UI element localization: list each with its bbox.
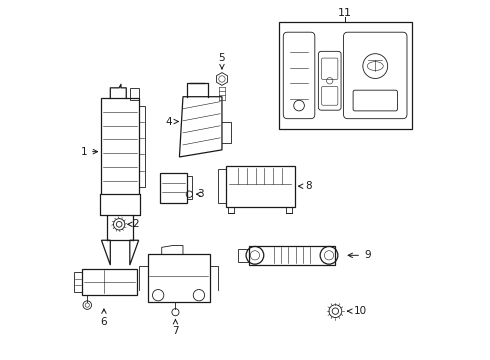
Bar: [279, 22, 412, 129]
Bar: [238, 249, 248, 261]
Bar: [101, 99, 139, 194]
Text: 5: 5: [219, 53, 225, 69]
Text: 9: 9: [348, 250, 370, 260]
Bar: [225, 166, 294, 207]
Bar: [139, 105, 145, 187]
Text: 7: 7: [172, 320, 179, 336]
Bar: [130, 88, 139, 100]
Text: 3: 3: [196, 189, 204, 199]
Bar: [160, 173, 187, 203]
Text: 2: 2: [128, 219, 139, 229]
Bar: [187, 176, 192, 199]
Text: 8: 8: [298, 181, 312, 191]
Bar: [219, 169, 225, 203]
Text: 11: 11: [338, 8, 352, 18]
Bar: [74, 272, 82, 292]
Text: 4: 4: [166, 117, 178, 126]
Bar: [248, 246, 335, 265]
Text: 6: 6: [100, 309, 107, 327]
Bar: [147, 255, 210, 302]
Bar: [82, 269, 137, 295]
Text: 10: 10: [347, 306, 367, 316]
Text: 1: 1: [80, 147, 98, 157]
